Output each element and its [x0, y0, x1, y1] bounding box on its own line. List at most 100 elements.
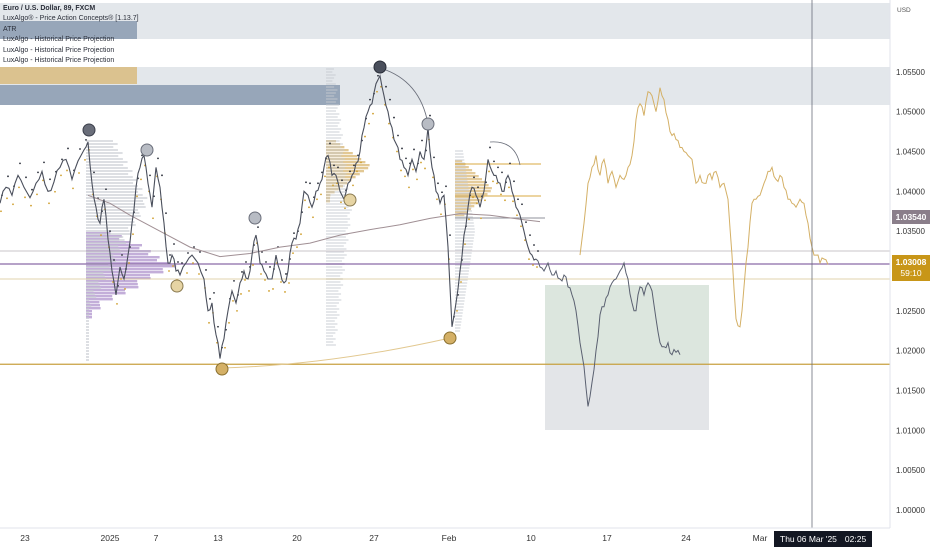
signal-dot [121, 254, 123, 256]
volume-bar-gray [326, 251, 345, 253]
indicator-label[interactable]: LuxAlgo - Historical Price Projection [3, 36, 115, 44]
signal-dot [173, 243, 175, 245]
volume-bar-gray [455, 201, 471, 203]
swing-marker [421, 117, 435, 131]
volume-bar-gray [326, 233, 349, 235]
volume-bar-orange [455, 175, 479, 178]
volume-bar-gray [455, 321, 462, 323]
signal-dot [513, 180, 515, 183]
signal-dot [449, 234, 451, 236]
volume-bar-gray [455, 162, 465, 164]
volume-bar-orange [326, 155, 357, 158]
volume-bar-gray [326, 242, 347, 244]
volume-bar-gray [326, 197, 349, 199]
signal-dot [413, 148, 415, 151]
volume-bar-gray [86, 272, 104, 274]
signal-dot [261, 251, 263, 253]
volume-bar-gray [326, 89, 338, 91]
volume-bar-orange [326, 170, 364, 173]
indicator-label[interactable]: LuxAlgo - Historical Price Projection [3, 57, 115, 65]
volume-bar-gray [326, 176, 345, 178]
volume-bar-gray [86, 281, 99, 283]
volume-bar-gray [326, 227, 348, 229]
volume-bar-gray [326, 221, 348, 223]
currency-label: USD [897, 7, 911, 14]
signal-dot [84, 158, 86, 161]
signal-dot [404, 175, 406, 178]
volume-bar-gray [326, 266, 343, 268]
volume-bar-gray [326, 305, 337, 307]
volume-profiles [86, 68, 492, 361]
symbol-title[interactable]: Euro / U.S. Dollar, 89, FXCM [3, 5, 96, 12]
volume-bar-orange [326, 191, 335, 194]
volume-bar-gray [326, 104, 340, 106]
volume-bar-gray [326, 260, 342, 262]
volume-bar-gray [86, 143, 118, 145]
crosshair-time: 02:25 [844, 534, 867, 544]
swing-arc-top [379, 67, 429, 125]
volume-bar-gray [455, 255, 472, 257]
signal-dot [252, 264, 254, 266]
volume-bar-purple [86, 274, 150, 277]
volume-bar-gray [326, 74, 336, 76]
signal-dot [257, 226, 259, 229]
signal-dot [208, 321, 210, 324]
price-axis[interactable]: USD [889, 0, 911, 528]
volume-bar-gray [86, 302, 90, 304]
volume-bar-gray [86, 140, 113, 142]
volume-bar-gray [455, 288, 467, 290]
signal-dot [477, 186, 479, 189]
volume-bar-orange [455, 166, 469, 169]
volume-bar-gray [86, 308, 89, 310]
legend[interactable]: Euro / U.S. Dollar, 89, FXCM LuxAlgo® - … [3, 4, 139, 66]
volume-bar-gray [326, 146, 342, 148]
volume-bar-gray [326, 125, 338, 127]
signal-dot [72, 187, 74, 190]
indicator-label[interactable]: LuxAlgo® - Price Action Concepts® [1.13.… [3, 15, 139, 23]
signal-dot [436, 198, 438, 201]
volume-bar-gray [86, 257, 115, 259]
volume-bar-gray [326, 110, 336, 112]
volume-bar-gray [326, 332, 336, 334]
signal-dot [272, 288, 274, 290]
signal-dot [224, 346, 226, 349]
volume-bar-gray [455, 243, 474, 245]
volume-bar-gray [455, 234, 475, 236]
bear-zone-box [0, 21, 137, 39]
y-tick-label: 1.04000 [896, 187, 925, 196]
signal-dot [468, 218, 470, 221]
volume-bar-gray [326, 254, 347, 256]
signal-dot [36, 193, 38, 196]
volume-bar-gray [86, 167, 128, 169]
signal-dot [492, 180, 494, 183]
volume-bar-gray [86, 188, 143, 190]
y-tick-label: 1.00500 [896, 466, 925, 475]
volume-bar-orange [455, 214, 465, 217]
signal-dot [349, 170, 351, 173]
volume-bar-orange [455, 184, 489, 187]
volume-bar-purple [86, 259, 157, 262]
signal-dot [532, 264, 534, 266]
x-tick-label: Mar [753, 533, 768, 543]
level-lines [0, 67, 890, 369]
signal-dot [408, 186, 410, 189]
volume-bar-gray [326, 338, 336, 340]
signal-dot [521, 203, 523, 206]
signal-dot [493, 160, 495, 163]
volume-bar-gray [326, 344, 336, 346]
volume-bar-gray [455, 270, 469, 272]
signal-dot [7, 175, 9, 178]
volume-bar-orange [455, 190, 491, 193]
current-price-value: 1.03008 [895, 257, 927, 267]
indicator-label[interactable]: LuxAlgo - Historical Price Projection [3, 46, 115, 54]
volume-bar-gray [86, 335, 89, 337]
volume-bar-gray [86, 317, 89, 319]
volume-bar-gray [86, 251, 121, 253]
indicator-label[interactable]: ATR [3, 25, 17, 33]
signal-dot [484, 199, 486, 202]
volume-bar-gray [86, 341, 89, 343]
volume-bar-gray [455, 309, 464, 311]
volume-bar-purple [86, 286, 139, 289]
